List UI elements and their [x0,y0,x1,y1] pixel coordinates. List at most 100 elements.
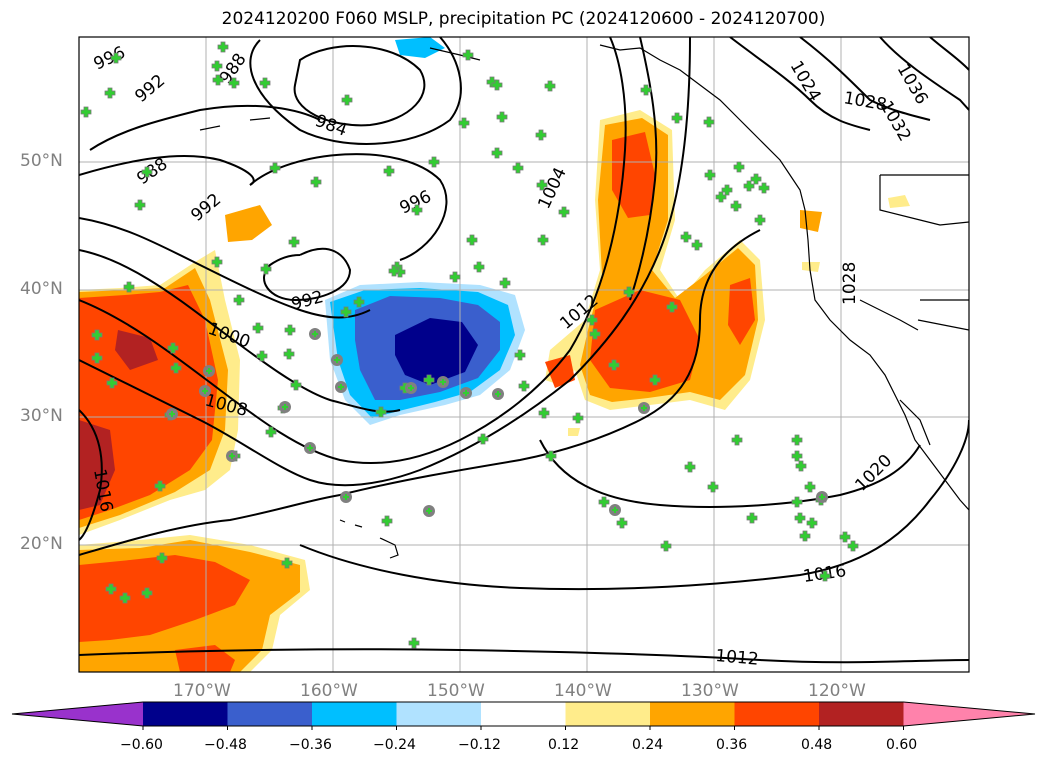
plus-marker-icon [707,481,719,493]
plus-marker-icon [260,263,272,275]
plus-marker-icon [746,512,758,524]
colorbar-tick-label: −0.12 [458,737,501,753]
plus-marker-icon [754,214,766,226]
plus-marker-icon [804,481,816,493]
plus-marker-icon [388,265,400,277]
colorbar-segment [143,702,228,726]
plus-marker-icon [154,480,166,492]
plus-marker-icon [791,496,803,508]
plus-marker-icon [491,147,503,159]
plus-marker-icon [423,374,435,386]
plus-marker-icon [660,540,672,552]
plus-marker-icon [545,450,557,462]
plus-marker-icon [608,359,620,371]
plus-marker-icon [730,200,742,212]
plus-marker-icon [212,74,224,86]
plus-marker-icon [283,348,295,360]
plus-marker-icon [640,84,652,96]
plus-marker-icon [91,352,103,364]
plus-marker-icon [791,434,803,446]
plus-marker-icon [123,281,135,293]
lat-label: 50°N [20,151,63,171]
plus-marker-icon [141,166,153,178]
plus-marker-icon [839,531,851,543]
plus-marker-icon [791,450,803,462]
plus-marker-icon [290,379,302,391]
colorbar-segment [565,702,650,726]
lon-label: 140°W [554,681,612,701]
plus-marker-icon [284,324,296,336]
plus-marker-icon [310,176,322,188]
plus-marker-icon [535,129,547,141]
plus-marker-icon [381,515,393,527]
plus-marker-icon [156,552,168,564]
plus-marker-icon [211,256,223,268]
plus-marker-icon [623,286,635,298]
plus-marker-icon [233,294,245,306]
plus-marker-icon [202,388,208,394]
plus-marker-icon [536,179,548,191]
lat-label: 20°N [20,534,63,554]
plus-marker-icon [499,277,511,289]
plus-marker-icon [466,234,478,246]
plus-marker-icon [426,508,432,514]
colorbar-segment [650,702,735,726]
plus-marker-icon [353,296,365,308]
plus-marker-icon [269,162,281,174]
plus-marker-icon [518,380,530,392]
plus-marker-icon [428,156,440,168]
plus-marker-icon [105,583,117,595]
plus-marker-icon [558,206,570,218]
plus-marker-icon [229,453,235,459]
plus-marker-icon [104,87,116,99]
plus-marker-icon [288,236,300,248]
plus-marker-icon [338,384,344,390]
plus-marker-icon [265,426,277,438]
lon-label: 170°W [173,681,231,701]
plus-marker-icon [721,184,733,196]
colorbar-tick-label: 0.36 [716,737,748,753]
colorbar-tick-label: −0.48 [204,737,247,753]
plus-marker-icon [449,271,461,283]
plus-marker-icon [340,306,352,318]
colorbar-tick-label: 0.24 [632,737,664,753]
plus-marker-icon [141,587,153,599]
plus-marker-icon [496,111,508,123]
colorbar-segment [734,702,819,726]
colorbar-tick-label: 0.12 [548,737,580,753]
colorbar [11,701,1036,730]
plus-marker-icon [544,80,556,92]
lon-label: 120°W [808,681,866,701]
plus-marker-icon [819,494,825,500]
plus-marker-icon [307,445,313,451]
plus-marker-icon [641,405,647,411]
plus-marker-icon [806,517,818,529]
plus-marker-icon [169,411,175,417]
plus-marker-icon [572,412,584,424]
negative-anomaly-central [325,37,525,425]
colorbar-segment [227,702,312,726]
plus-marker-icon [847,540,859,552]
plus-marker-icon [819,570,831,582]
map-frame [78,36,970,673]
lon-label: 150°W [427,681,485,701]
plus-marker-icon [282,404,288,410]
lat-label: 30°N [20,406,63,426]
map-area: 996 992 988 984 988 992 996 992 1004 101… [79,37,969,672]
plus-marker-icon [119,592,131,604]
plus-marker-icon [312,331,318,337]
colorbar-extend-high [903,702,1035,726]
coastlines [199,44,969,559]
plus-marker-icon [477,433,489,445]
plus-marker-icon [612,507,618,513]
plus-marker-icon [794,512,806,524]
plus-marker-icon [343,494,349,500]
plus-marker-icon [538,407,550,419]
lon-label: 130°W [681,681,739,701]
plus-marker-icon [704,169,716,181]
plus-marker-icon [703,116,715,128]
plus-marker-icon [691,239,703,251]
colorbar-extend-low [12,702,143,726]
plus-marker-icon [408,637,420,649]
plus-marker-icon [217,41,229,53]
